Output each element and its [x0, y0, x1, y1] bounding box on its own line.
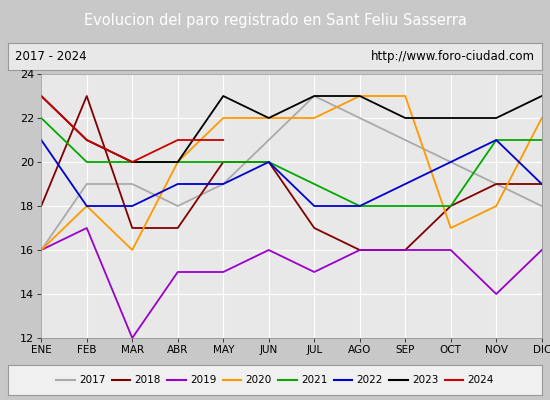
- Legend: 2017, 2018, 2019, 2020, 2021, 2022, 2023, 2024: 2017, 2018, 2019, 2020, 2021, 2022, 2023…: [52, 371, 498, 389]
- Text: 2017 - 2024: 2017 - 2024: [15, 50, 86, 63]
- Text: http://www.foro-ciudad.com: http://www.foro-ciudad.com: [371, 50, 535, 63]
- Text: Evolucion del paro registrado en Sant Feliu Sasserra: Evolucion del paro registrado en Sant Fe…: [84, 14, 466, 28]
